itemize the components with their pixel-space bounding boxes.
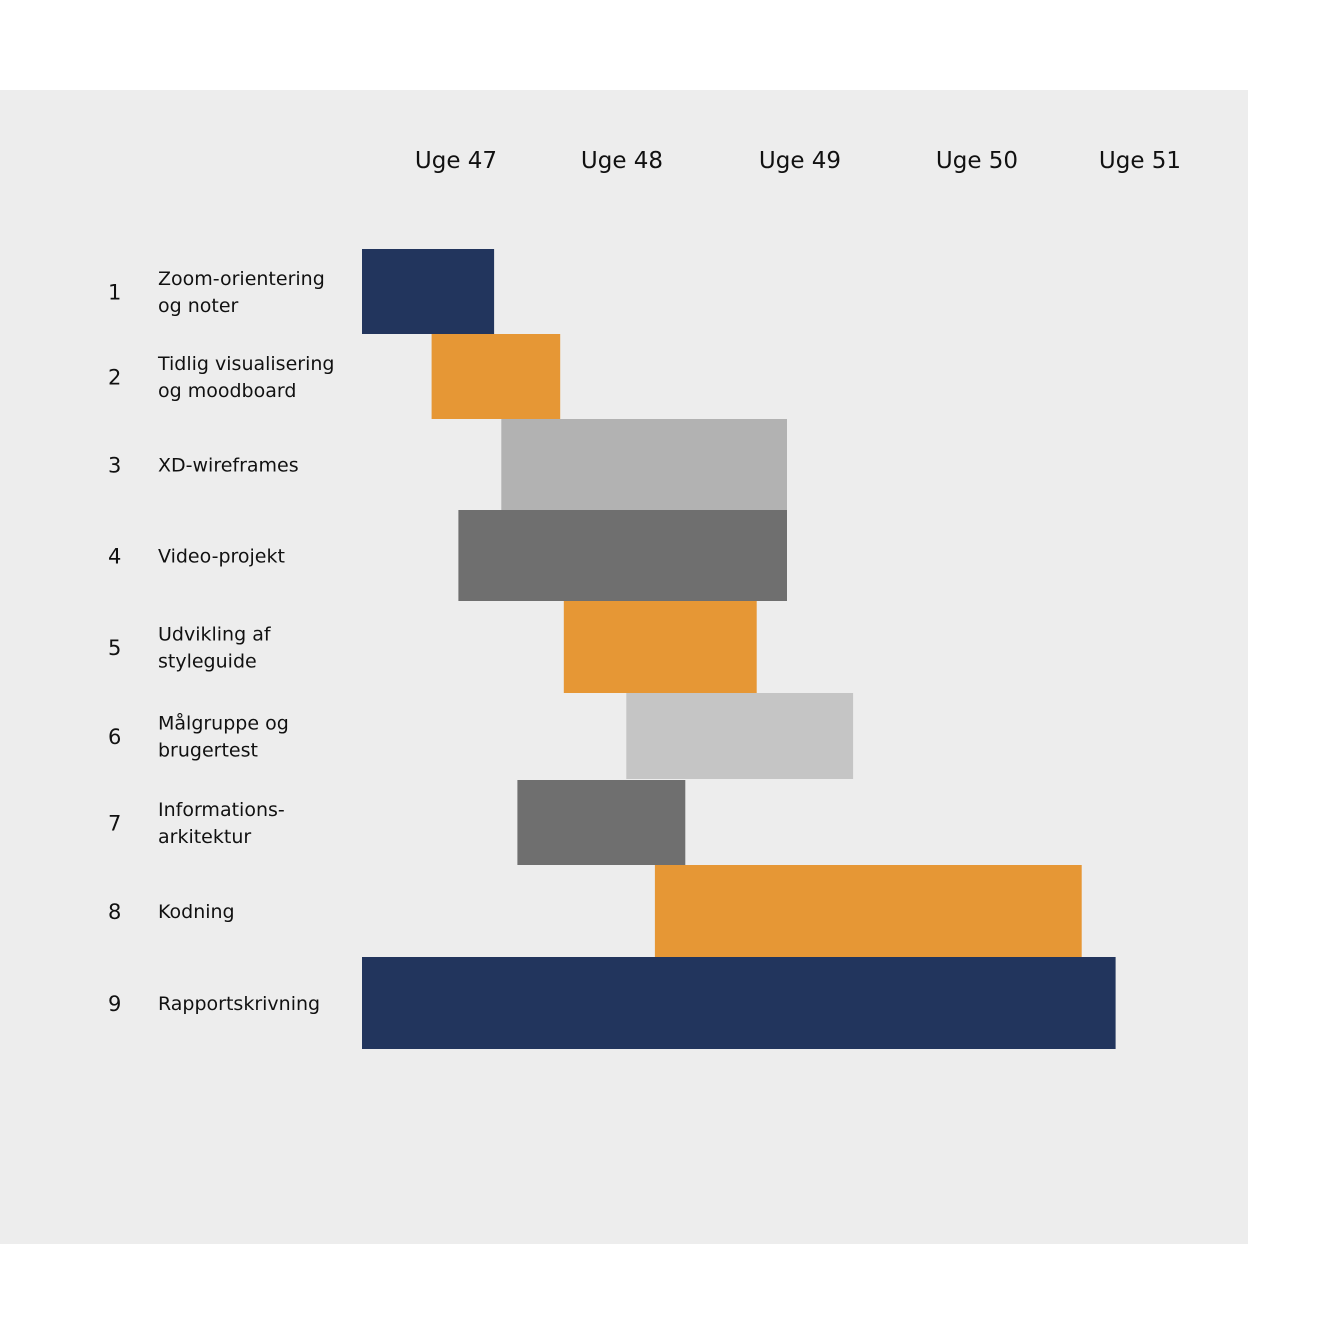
task-label-line: Zoom-orientering xyxy=(158,268,325,290)
task-label-line: Informations- xyxy=(158,799,285,821)
task-bar-6 xyxy=(626,693,854,779)
task-label-7: Informations-arkitektur xyxy=(158,799,285,848)
task-label-line: og moodboard xyxy=(158,380,296,402)
task-bar-4 xyxy=(458,510,787,601)
task-bar-9 xyxy=(362,957,1116,1049)
task-number-9: 9 xyxy=(108,992,121,1016)
task-label-line: Målgruppe og xyxy=(158,712,289,735)
task-number-5: 5 xyxy=(108,636,121,660)
task-label-4: Video-projekt xyxy=(158,546,285,568)
week-label-47: Uge 47 xyxy=(415,148,497,174)
task-label-line: Kodning xyxy=(158,901,235,923)
task-bar-3 xyxy=(501,419,787,510)
task-bar-8 xyxy=(654,865,1082,957)
task-number-1: 1 xyxy=(108,281,121,305)
task-number-6: 6 xyxy=(108,725,121,749)
task-label-line: Rapportskrivning xyxy=(158,993,320,1015)
task-label-line: XD-wireframes xyxy=(158,455,299,477)
task-number-2: 2 xyxy=(108,366,121,390)
week-label-51: Uge 51 xyxy=(1099,148,1181,174)
task-label-line: styleguide xyxy=(158,651,257,673)
task-label-line: Udvikling af xyxy=(158,624,272,646)
task-number-7: 7 xyxy=(108,812,121,836)
task-label-line: brugertest xyxy=(158,740,258,762)
task-bars xyxy=(362,249,1116,1049)
task-label-line: arkitektur xyxy=(158,826,251,848)
task-bar-7 xyxy=(517,780,686,865)
week-label-49: Uge 49 xyxy=(759,148,841,174)
task-label-5: Udvikling af styleguide xyxy=(158,624,272,673)
task-number-3: 3 xyxy=(108,454,121,478)
task-label-line: Tidlig visualisering xyxy=(157,353,334,375)
task-label-line: Video-projekt xyxy=(158,546,285,568)
task-label-1: Zoom-orientering og noter xyxy=(158,268,325,317)
task-label-3: XD-wireframes xyxy=(158,455,299,477)
task-number-8: 8 xyxy=(108,900,121,924)
task-label-2: Tidlig visualisering og moodboard xyxy=(157,353,334,402)
task-label-9: Rapportskrivning xyxy=(158,993,320,1015)
week-label-48: Uge 48 xyxy=(581,148,663,174)
task-bar-5 xyxy=(563,601,757,693)
week-label-50: Uge 50 xyxy=(936,148,1018,174)
task-label-column: 1 Zoom-orientering og noter 2 Tidlig visuali… xyxy=(108,268,334,1016)
task-bar-1 xyxy=(362,249,495,334)
task-bar-2 xyxy=(431,334,561,419)
task-label-8: Kodning xyxy=(158,901,235,923)
week-axis: Uge 47 Uge 48 Uge 49 Uge 50 Uge 51 xyxy=(415,148,1181,174)
task-label-line: og noter xyxy=(158,295,239,317)
task-number-4: 4 xyxy=(108,545,121,569)
task-label-6: Målgruppe og brugertest xyxy=(158,712,289,762)
